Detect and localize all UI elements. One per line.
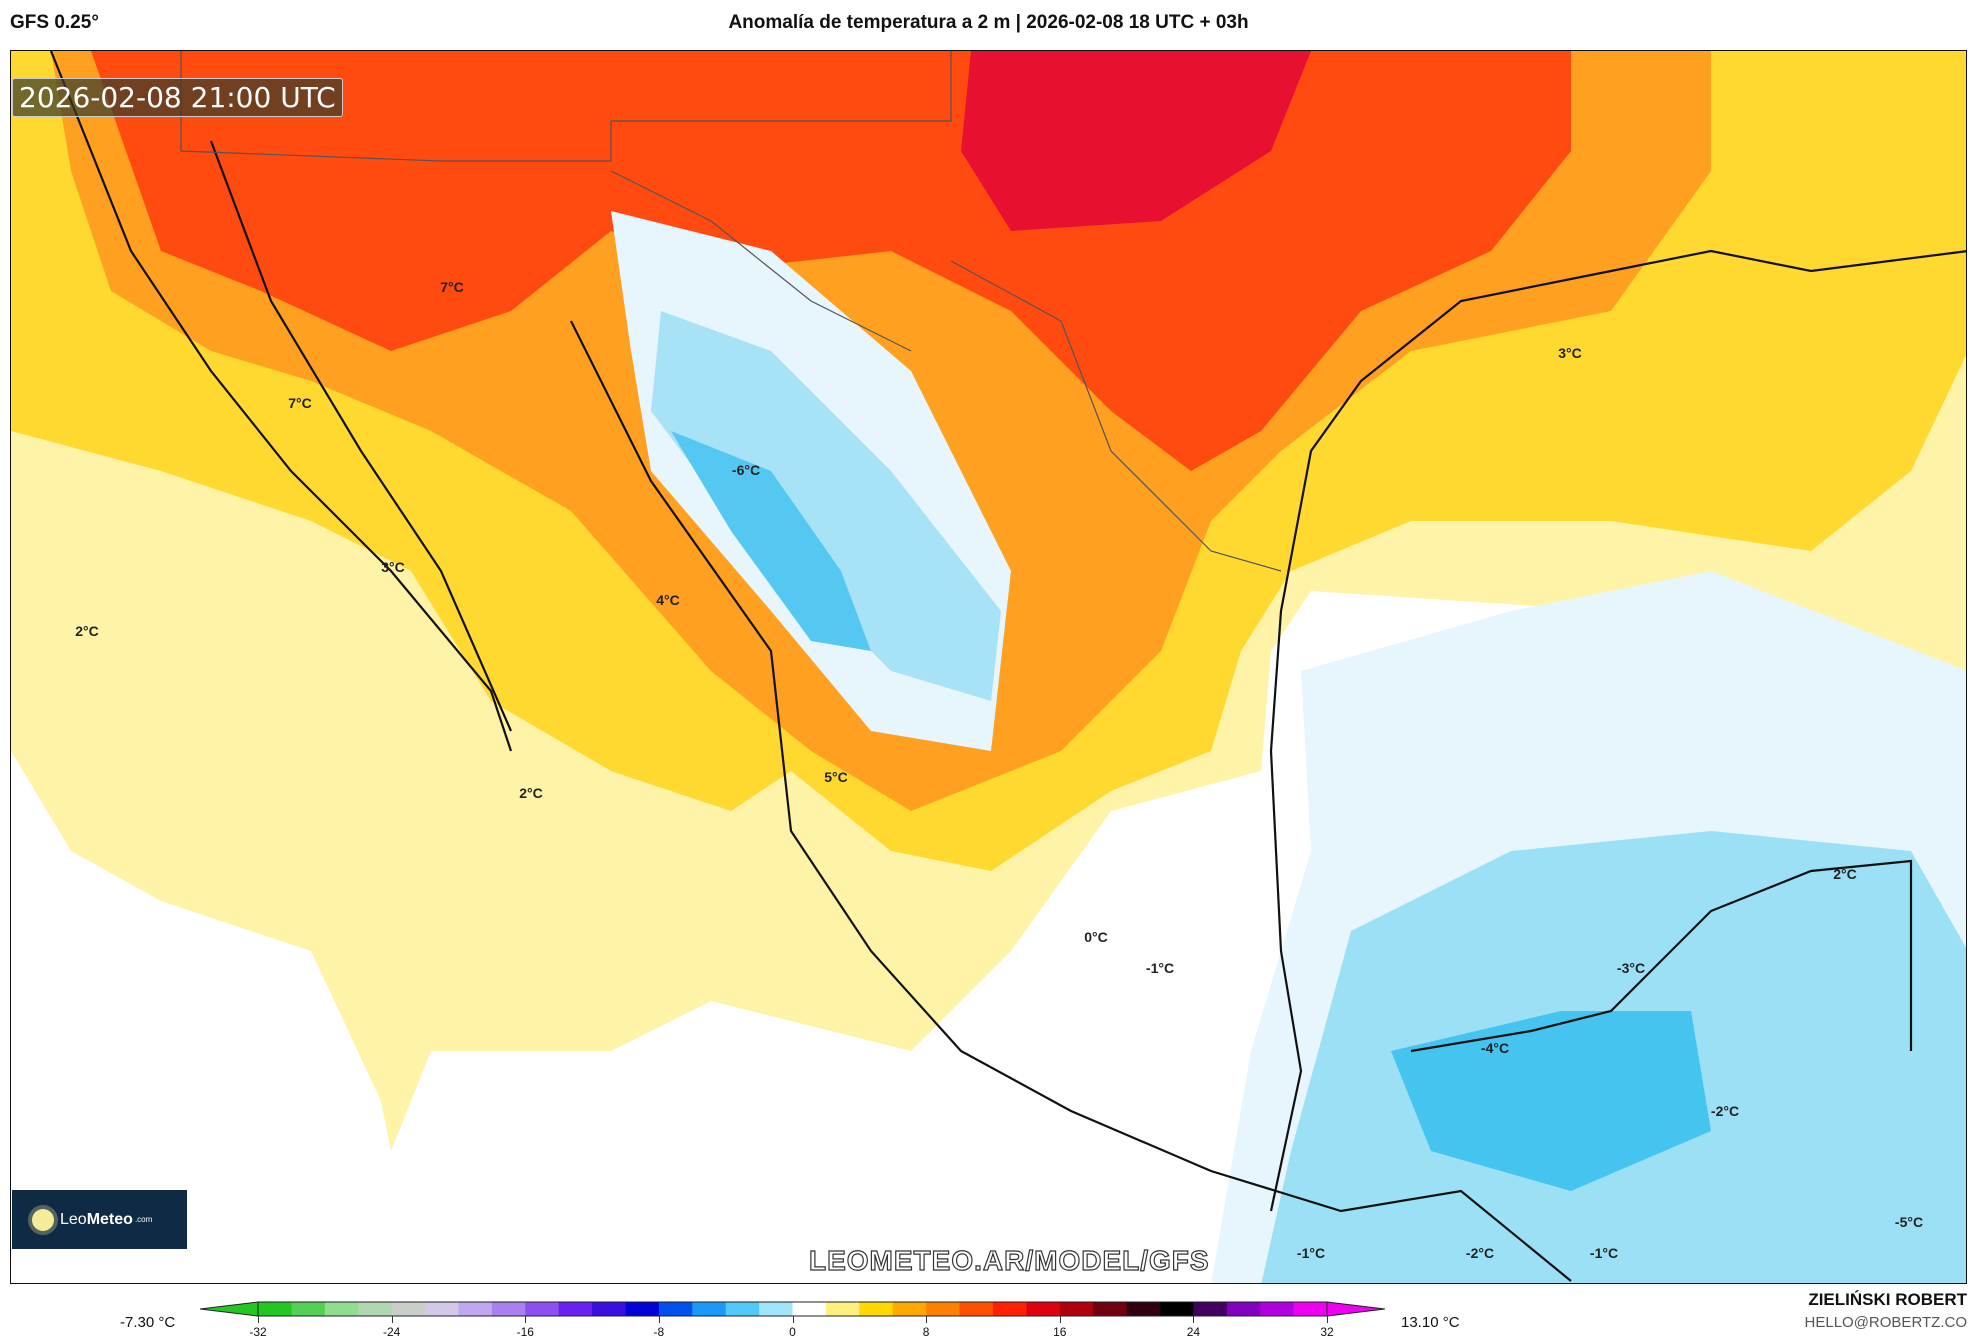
colorbar-segment <box>825 1302 860 1316</box>
colorbar-tick-label: -8 <box>653 1325 665 1339</box>
colorbar-segment <box>258 1302 292 1316</box>
colorbar-segment <box>1260 1302 1295 1316</box>
colorbar-segment <box>358 1302 393 1316</box>
colorbar-tick-mark <box>1059 1316 1061 1323</box>
isotherm-label: -5°C <box>1894 1214 1924 1230</box>
logo-text-meteo: Meteo <box>86 1210 133 1228</box>
colorbar-segment <box>1293 1302 1328 1316</box>
isotherm-label: -4°C <box>1480 1040 1510 1056</box>
isotherm-label: 3°C <box>1558 345 1582 361</box>
colorbar-segment <box>324 1302 359 1316</box>
colorbar-tick-mark <box>792 1316 794 1323</box>
isotherm-label: 2°C <box>519 785 543 801</box>
isotherm-label: 5°C <box>824 769 848 785</box>
colorbar-segment <box>692 1302 727 1316</box>
colorbar-tick-label: 0 <box>789 1325 796 1339</box>
isotherm-label: -2°C <box>1465 1245 1495 1261</box>
anomaly-field <box>11 51 1966 1283</box>
watermark-url: LEOMETEO.AR/MODEL/GFS <box>808 1244 1210 1276</box>
colorbar-tick-label: 32 <box>1320 1325 1334 1339</box>
border-lines <box>180 51 1282 572</box>
colorbar-segment <box>926 1302 961 1316</box>
isotherm-label: -1°C <box>1296 1245 1326 1261</box>
colorbar-segment <box>391 1302 426 1316</box>
colorbar-tick-mark <box>258 1316 259 1323</box>
colorbar-segment <box>792 1302 827 1316</box>
colorbar-high-arrow <box>1326 1301 1385 1317</box>
isotherm-label: 7°C <box>288 395 312 411</box>
colorbar-segment <box>1193 1302 1228 1316</box>
colorbar-tick-mark <box>658 1316 660 1323</box>
colorbar-tick-mark <box>1327 1316 1328 1323</box>
colorbar-min-label: -7.30 °C <box>120 1314 176 1331</box>
logo-text-leo: Leo <box>60 1210 87 1228</box>
isotherm-label: 4°C <box>656 592 680 608</box>
colorbar-segment <box>625 1302 660 1316</box>
isotherm-label: 2°C <box>75 623 99 639</box>
colorbar-segment <box>1159 1302 1194 1316</box>
colorbar-low-arrow <box>200 1301 259 1317</box>
colorbar-segment <box>859 1302 894 1316</box>
colorbar-segment <box>291 1302 326 1316</box>
colorbar-segment <box>592 1302 626 1316</box>
colorbar-segment <box>1026 1302 1061 1316</box>
colorbar-tick-mark <box>926 1316 928 1323</box>
colorbar-max-label: 13.10 °C <box>1401 1314 1460 1331</box>
colorbar-segment <box>425 1302 459 1316</box>
isotherm-label: -2°C <box>1710 1103 1740 1119</box>
colorbar-segment <box>491 1302 526 1316</box>
cold-zone-gulf-deep <box>1391 1011 1711 1191</box>
colorbar-segment <box>992 1302 1027 1316</box>
coastline <box>49 51 1966 1282</box>
model-name: GFS 0.25° <box>10 12 99 33</box>
isotherm-label: -1°C <box>1145 960 1175 976</box>
isotherm-label: -1°C <box>1589 1245 1619 1261</box>
colorbar-segment <box>1226 1302 1261 1316</box>
isotherm-label: -3°C <box>1616 960 1646 976</box>
temperature-anomaly-map: 7°C 7°C 3°C 2°C 4°C -6°C 5°C 2°C 3°C 0°C -1°C -3°C 2… <box>10 50 1967 1284</box>
colorbar-segment <box>1126 1302 1161 1316</box>
colorbar-tick-mark <box>391 1316 393 1323</box>
colorbar-tick-mark <box>1193 1316 1195 1323</box>
colorbar-segment <box>1059 1302 1094 1316</box>
colorbar-segment <box>892 1302 927 1316</box>
colorbar-tick-label: -32 <box>249 1325 267 1339</box>
author-name: ZIELIŃSKI ROBERT <box>1808 1290 1967 1309</box>
colorbar-tick-label: 24 <box>1186 1325 1201 1339</box>
isotherm-label: -6°C <box>731 462 761 478</box>
colorbar-segment <box>458 1302 493 1316</box>
colorbar-tick-label: 16 <box>1053 1325 1067 1339</box>
isotherm-label: 0°C <box>1084 929 1108 945</box>
colorbar-segment <box>1093 1302 1128 1316</box>
warm-zone-crimson <box>961 51 1311 231</box>
colorbar-segment <box>759 1302 793 1316</box>
colorbar <box>200 1301 1385 1317</box>
colorbar-segment <box>725 1302 760 1316</box>
colorbar-tick-mark <box>525 1316 527 1323</box>
isotherm-label: 2°C <box>1833 866 1857 882</box>
isotherm-label: 3°C <box>381 559 405 575</box>
colorbar-segment <box>959 1302 994 1316</box>
cold-zone-blue <box>671 431 871 651</box>
colorbar-tick-label: -24 <box>382 1325 401 1339</box>
author-email[interactable]: HELLO@ROBERTZ.CO <box>1804 1314 1967 1331</box>
sun-icon <box>32 1208 54 1231</box>
valid-time-badge: 2026-02-08 21:00 UTC <box>12 78 343 117</box>
colorbar-tick-label: -16 <box>516 1325 534 1339</box>
chart-title: Anomalía de temperatura a 2 m | 2026-02-… <box>728 12 1249 33</box>
cold-zone-light-blue <box>651 311 1001 701</box>
leometeo-logo[interactable]: Leo Meteo .com <box>12 1190 187 1249</box>
colorbar-segment <box>525 1302 560 1316</box>
colorbar-tick-label: 8 <box>922 1325 930 1339</box>
logo-text-suffix: .com <box>134 1215 153 1224</box>
isotherm-label: 7°C <box>440 279 464 295</box>
colorbar-segment <box>658 1302 693 1316</box>
colorbar-segment <box>558 1302 593 1316</box>
